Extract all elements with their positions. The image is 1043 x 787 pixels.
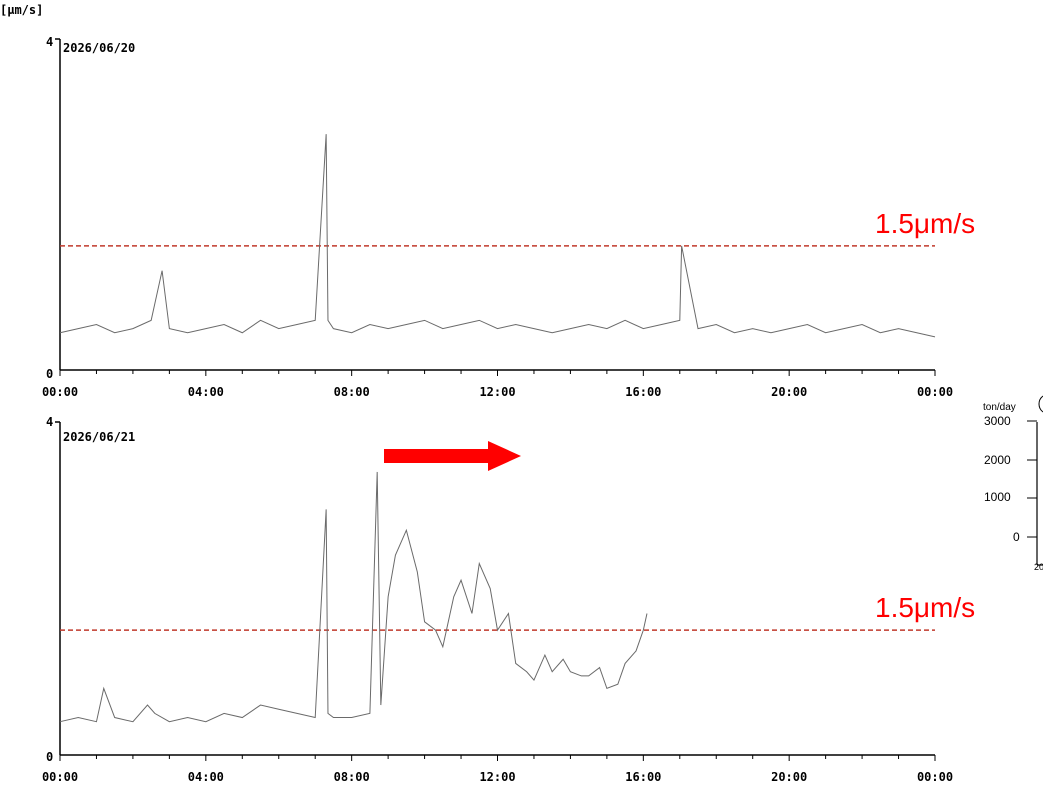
x-tick-label: 00:00 [42, 770, 78, 784]
x-tick-label: 16:00 [625, 385, 661, 399]
inset-chart: ton/day 3000 2000 1000 0 20 [983, 395, 1043, 572]
inset-y-tick-0: 0 [1013, 530, 1020, 544]
inset-y-tick-3000: 3000 [984, 414, 1011, 428]
chart-panel-day2: 4 0 2026/06/21 1.5μm/s 00:00 04:00 08:00 12… [42, 415, 975, 784]
inset-y-tick-2000: 2000 [984, 453, 1011, 467]
x-tick-label: 20:00 [771, 770, 807, 784]
x-tick-label: 04:00 [188, 770, 224, 784]
trend-arrow-icon [384, 441, 521, 471]
y-tick-max-label: 4 [46, 35, 53, 49]
series-line [59, 134, 936, 338]
y-tick-min-label: 0 [46, 750, 53, 764]
x-tick-label: 08:00 [334, 385, 370, 399]
inset-y-tick-1000: 1000 [984, 490, 1011, 504]
x-tick-label: 16:00 [625, 770, 661, 784]
y-tick-min-label: 0 [46, 367, 53, 381]
x-tick-label: 08:00 [334, 770, 370, 784]
date-label: 2026/06/20 [63, 41, 135, 55]
inset-cropped-bracket [1038, 395, 1043, 413]
threshold-annotation: 1.5μm/s [875, 208, 975, 239]
date-label: 2026/06/21 [63, 430, 135, 444]
x-tick-label: 00:00 [917, 770, 953, 784]
x-tick-label: 12:00 [479, 770, 515, 784]
inset-x-tick-stub: 20 [1034, 562, 1043, 572]
x-tick-label: 04:00 [188, 385, 224, 399]
unit-label: [μm/s] [0, 3, 43, 17]
threshold-annotation: 1.5μm/s [875, 592, 975, 623]
chart-panel-day1: 4 0 2026/06/20 1.5μm/s 00:00 04:00 08:00 12… [42, 35, 975, 399]
x-tick-label: 20:00 [771, 385, 807, 399]
x-tick-label: 00:00 [917, 385, 953, 399]
y-tick-max-label: 4 [46, 415, 53, 429]
x-tick-label: 12:00 [479, 385, 515, 399]
series-line [59, 471, 648, 723]
inset-unit-label: ton/day [983, 402, 1016, 413]
x-tick-label: 00:00 [42, 385, 78, 399]
